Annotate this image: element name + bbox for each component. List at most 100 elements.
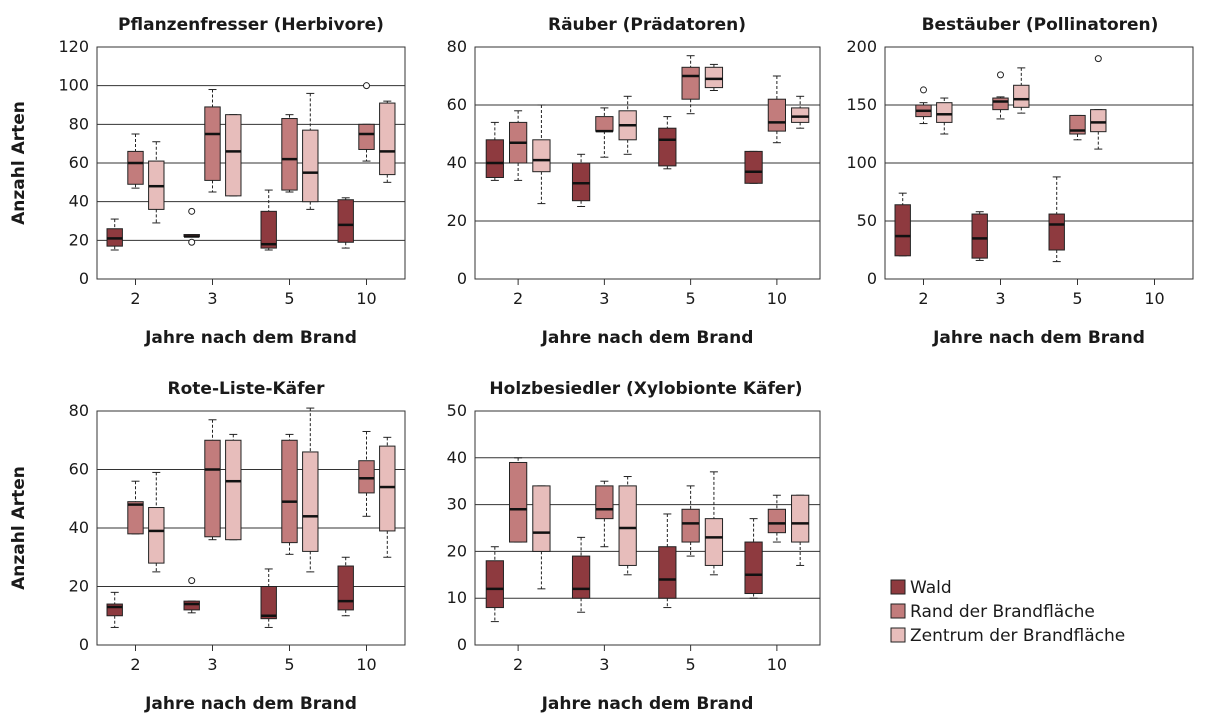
chart-title: Pflanzenfresser (Herbivore) — [118, 15, 384, 35]
x-tick-label: 2 — [130, 655, 140, 674]
box-body — [302, 129, 319, 203]
box-zentrum-10 — [379, 436, 396, 558]
chart-panel-5: 0 10 20 30 40 50 2 3 5 10 Holzbesiedler (Xylobiont… — [447, 379, 821, 714]
legend: Wald Rand der Brandfläche Zentrum der Br… — [890, 578, 1125, 646]
y-tick-label: 20 — [447, 211, 467, 230]
chart-panel-4: 0 20 40 60 80 2 3 5 10 Rote-Liste-Käfer Jahre nach… — [9, 379, 406, 714]
x-axis-label: Jahre nach dem Brand — [541, 328, 754, 348]
y-tick-label: 60 — [447, 95, 467, 114]
box-body — [1048, 213, 1065, 251]
box-rand-2 — [127, 133, 144, 189]
chart-title: Holzbesiedler (Xylobionte Käfer) — [489, 379, 802, 399]
legend-swatch-zentrum — [890, 627, 906, 643]
box-body — [936, 102, 953, 123]
box-rand-3 — [595, 480, 614, 548]
y-tick-label: 20 — [69, 230, 89, 249]
chart-panel-3: 0 50 100 150 200 2 3 5 10 Bestäuber (Pollinatoren… — [846, 15, 1194, 348]
outlier-point — [188, 577, 196, 585]
box-body — [595, 485, 614, 520]
x-axis-label: Jahre nach dem Brand — [932, 328, 1145, 348]
box-wald-5 — [260, 189, 277, 251]
chart-panel-1: 0 20 40 60 80 100 120 2 3 5 10 Pflanzenfresser (Her… — [9, 15, 406, 348]
legend-swatch-rand — [890, 603, 906, 619]
y-tick-label: 20 — [69, 577, 89, 596]
legend-label-rand: Rand der Brandfläche — [910, 602, 1095, 622]
y-tick-label: 150 — [846, 95, 877, 114]
box-body — [744, 150, 763, 184]
box-body — [744, 541, 763, 595]
box-body — [532, 485, 551, 552]
x-tick-label: 5 — [284, 289, 294, 308]
box-wald-3 — [183, 577, 200, 614]
chart-title: Räuber (Prädatoren) — [548, 15, 746, 35]
box-wald-5 — [1048, 176, 1065, 263]
x-tick-label: 5 — [686, 289, 696, 308]
box-body — [337, 199, 354, 243]
y-tick-label: 40 — [447, 448, 467, 467]
box-rand-2 — [127, 480, 144, 535]
box-body — [767, 508, 786, 534]
box-wald-2 — [894, 192, 911, 257]
box-body — [1090, 109, 1107, 133]
box-body — [106, 603, 123, 617]
box-zentrum-3 — [225, 433, 242, 541]
x-tick-label: 2 — [513, 289, 523, 308]
box-wald-5 — [658, 513, 677, 609]
box-body — [681, 508, 700, 543]
box-body — [127, 501, 144, 535]
x-tick-label: 2 — [130, 289, 140, 308]
x-tick-label: 3 — [207, 655, 217, 674]
box-body — [992, 97, 1009, 111]
box-rand-10 — [767, 494, 786, 543]
box-wald-10 — [337, 556, 354, 617]
box-rand-3 — [992, 71, 1009, 120]
box-body — [532, 139, 551, 173]
y-tick-label: 0 — [79, 269, 89, 288]
y-tick-label: 0 — [457, 635, 467, 654]
y-tick-label: 60 — [69, 153, 89, 172]
box-zentrum-3 — [618, 95, 637, 155]
box-body — [791, 494, 810, 543]
box-zentrum-2 — [936, 97, 953, 135]
legend-label-wald: Wald — [910, 578, 952, 598]
plot-frame — [474, 46, 821, 280]
box-rand-3 — [204, 419, 221, 541]
box-body — [1013, 84, 1030, 108]
box-zentrum-5 — [302, 407, 319, 573]
box-body — [767, 98, 786, 132]
box-wald-10 — [744, 518, 763, 599]
box-rand-5 — [281, 433, 298, 555]
x-tick-label: 10 — [767, 289, 787, 308]
box-zentrum-5 — [302, 92, 319, 210]
box-rand-3 — [595, 107, 614, 158]
box-body — [204, 439, 221, 538]
y-tick-label: 40 — [447, 153, 467, 172]
box-wald-10 — [337, 197, 354, 249]
box-zentrum-2 — [532, 104, 551, 205]
box-rand-10 — [358, 430, 375, 517]
outlier-point — [363, 82, 370, 90]
box-rand-10 — [767, 75, 786, 144]
chart-panel-2: 0 20 40 60 80 2 3 5 10 Räuber (Prädatoren) Jahre n… — [447, 15, 821, 348]
y-tick-label: 0 — [79, 635, 89, 654]
box-wald-2 — [485, 121, 504, 181]
box-zentrum-3 — [1013, 67, 1030, 114]
box-body — [183, 600, 200, 611]
box-rand-10 — [358, 82, 375, 162]
box-body — [658, 546, 677, 599]
box-zentrum-2 — [532, 485, 551, 590]
box-zentrum-5 — [704, 471, 724, 576]
y-tick-label: 80 — [69, 114, 89, 133]
chart-title: Rote-Liste-Käfer — [168, 379, 326, 399]
box-zentrum-2 — [148, 471, 165, 573]
box-body — [260, 586, 277, 620]
box-body — [571, 555, 591, 599]
box-wald-3 — [571, 536, 591, 613]
plot-frame — [96, 410, 406, 646]
box-body — [618, 485, 637, 566]
y-tick-label: 120 — [58, 37, 89, 56]
box-rand-5 — [1069, 114, 1086, 141]
box-body — [704, 66, 724, 89]
legend-label-zentrum: Zentrum der Brandfläche — [910, 626, 1125, 646]
